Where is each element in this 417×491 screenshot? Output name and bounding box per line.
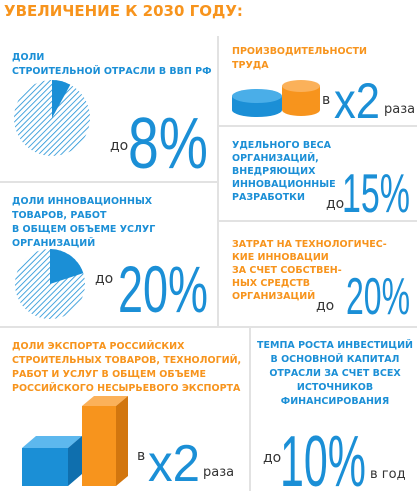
prefix: до: [326, 196, 344, 212]
panel-label: ДОЛИ: [12, 52, 44, 63]
panel-label: В ОСНОВНОЙ КАПИТАЛ: [271, 353, 400, 365]
suffix: в год: [370, 467, 406, 482]
pie-slice: [52, 80, 71, 118]
panel-label: УДЕЛЬНОГО ВЕСА: [232, 140, 332, 151]
panel-label: ЗА СЧЕТ СОБСТВЕН-: [232, 265, 342, 276]
panel-label: ИСТОЧНИКОВ: [297, 382, 373, 393]
panel-label: ЗАТРАТ НА ТЕХНОЛОГИЧЕС-: [232, 239, 387, 250]
panel-label: ОРГАНИЗАЦИЙ: [232, 290, 315, 302]
prefix: до: [95, 271, 113, 287]
cylinders: [232, 80, 320, 117]
panel-label: ТРУДА: [232, 60, 269, 71]
panel-label: НЫХ СРЕДСТВ: [232, 278, 310, 289]
figure: x2: [148, 435, 200, 491]
panel-label: ТЕМПА РОСТА ИНВЕСТИЦИЙ: [257, 339, 413, 351]
panel-label: ПРОИЗВОДИТЕЛЬНОСТИ: [232, 46, 367, 57]
panel-label: КИЕ ИННОВАЦИИ: [232, 252, 329, 263]
prefix: до: [110, 138, 128, 154]
pie-slice: [50, 249, 84, 284]
prefix: до: [263, 450, 281, 466]
prefix: до: [316, 298, 334, 314]
suffix: раза: [203, 465, 234, 480]
panel-label: ОТРАСЛИ ЗА СЧЕТ ВСЕХ: [269, 368, 401, 379]
suffix: раза: [384, 102, 415, 117]
figure: 20%: [346, 268, 410, 326]
panel-label: ДОЛИ ЭКСПОРТА РОССИЙСКИХ: [12, 340, 185, 352]
panel-label: РАБОТ И УСЛУГ В ОБЩЕМ ОБЪЕМЕ: [12, 369, 206, 380]
panel-label: РОССИЙСКОГО НЕСЫРЬЕВОГО ЭКСПОРТА: [12, 382, 241, 394]
panel-label: ОРГАНИЗАЦИЙ,: [232, 152, 319, 164]
panel-label: ТОВАРОВ, РАБОТ: [12, 210, 107, 221]
boxes: [22, 396, 128, 486]
panel-label: ОРГАНИЗАЦИЙ: [12, 237, 95, 249]
prefix: в: [137, 448, 145, 464]
figure: 8%: [128, 104, 208, 184]
figure: 15%: [342, 162, 410, 224]
panel-label: СТРОИТЕЛЬНОЙ ОТРАСЛИ В ВВП РФ: [12, 65, 212, 77]
figure: 20%: [118, 252, 208, 326]
title: УВЕЛИЧЕНИЕ К 2030 ГОДУ:: [4, 2, 243, 20]
panel-label: В ОБЩЕМ ОБЪЕМЕ УСЛУГ: [12, 224, 155, 235]
panel-label: ВНЕДРЯЮЩИХ: [232, 166, 316, 177]
panel-label: ФИНАНСИРОВАНИЯ: [281, 396, 389, 407]
panel-label: ДОЛИ ИННОВАЦИОННЫХ: [12, 196, 153, 207]
figure: 10%: [280, 422, 366, 491]
separators: [0, 36, 417, 491]
panel-label: ИННОВАЦИОННЫЕ: [232, 179, 336, 190]
figure: x2: [334, 73, 380, 129]
panel-label: СТРОИТЕЛЬНЫХ ТОВАРОВ, ТЕХНОЛОГИЙ,: [12, 354, 241, 366]
prefix: в: [322, 92, 330, 108]
panel-label: РАЗРАБОТКИ: [232, 192, 305, 203]
